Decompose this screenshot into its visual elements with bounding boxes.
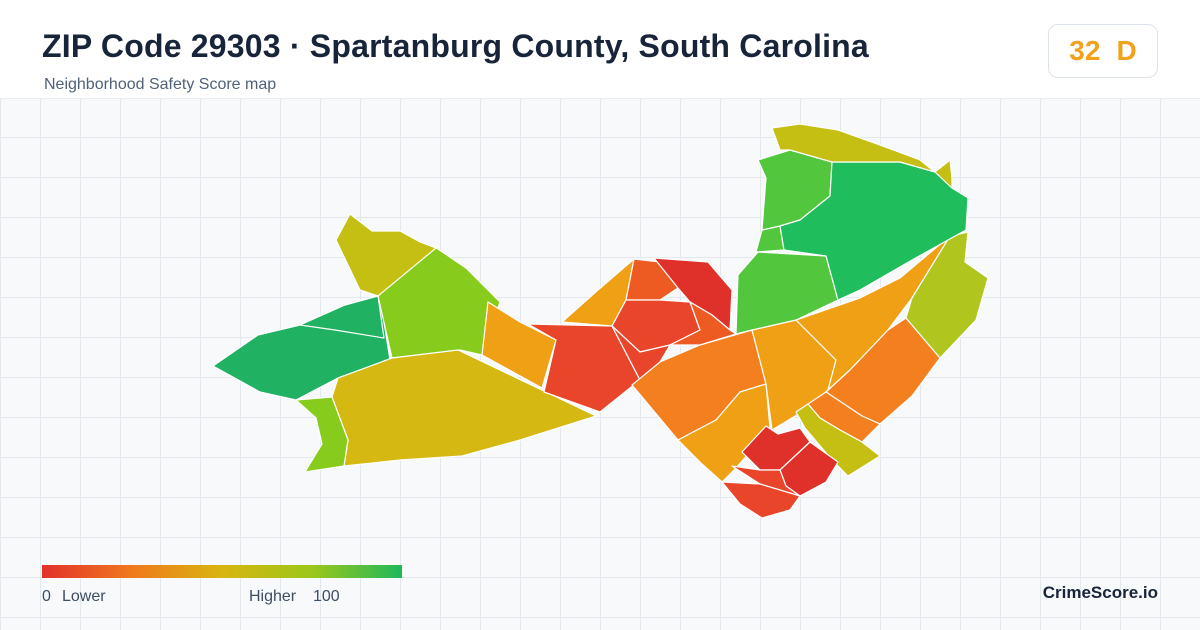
legend-lower-label: Lower <box>62 588 106 605</box>
neighborhood-region[interactable] <box>795 235 951 391</box>
legend-higher-label: Higher <box>249 588 297 605</box>
page-title: ZIP Code 29303 · Spartanburg County, Sou… <box>42 28 869 64</box>
safety-score-badge: 32 D <box>1048 24 1158 78</box>
neighborhood-region[interactable] <box>721 481 801 519</box>
legend-max-label: 100 <box>313 588 340 605</box>
safety-grade: D <box>1116 35 1137 66</box>
legend-color-scale <box>42 565 402 578</box>
legend-min-label: 0 <box>42 588 51 605</box>
neighborhood-region[interactable] <box>905 231 989 359</box>
neighborhood-region[interactable] <box>335 213 437 297</box>
neighborhood-region[interactable] <box>481 301 557 389</box>
page-subtitle: Neighborhood Safety Score map <box>44 76 277 93</box>
header-band <box>0 0 1200 99</box>
neighborhood-region[interactable] <box>611 325 671 381</box>
neighborhood-region[interactable] <box>779 161 969 301</box>
safety-score-value: 32 <box>1069 35 1101 66</box>
neighborhood-region[interactable] <box>934 159 953 189</box>
neighborhood-region[interactable] <box>771 123 936 173</box>
neighborhood-region[interactable] <box>795 403 881 477</box>
neighborhood-region[interactable] <box>295 396 349 473</box>
neighborhood-region[interactable] <box>299 295 385 339</box>
neighborhood-region[interactable] <box>755 225 785 253</box>
brand-name: CrimeScore.io <box>1042 583 1158 602</box>
